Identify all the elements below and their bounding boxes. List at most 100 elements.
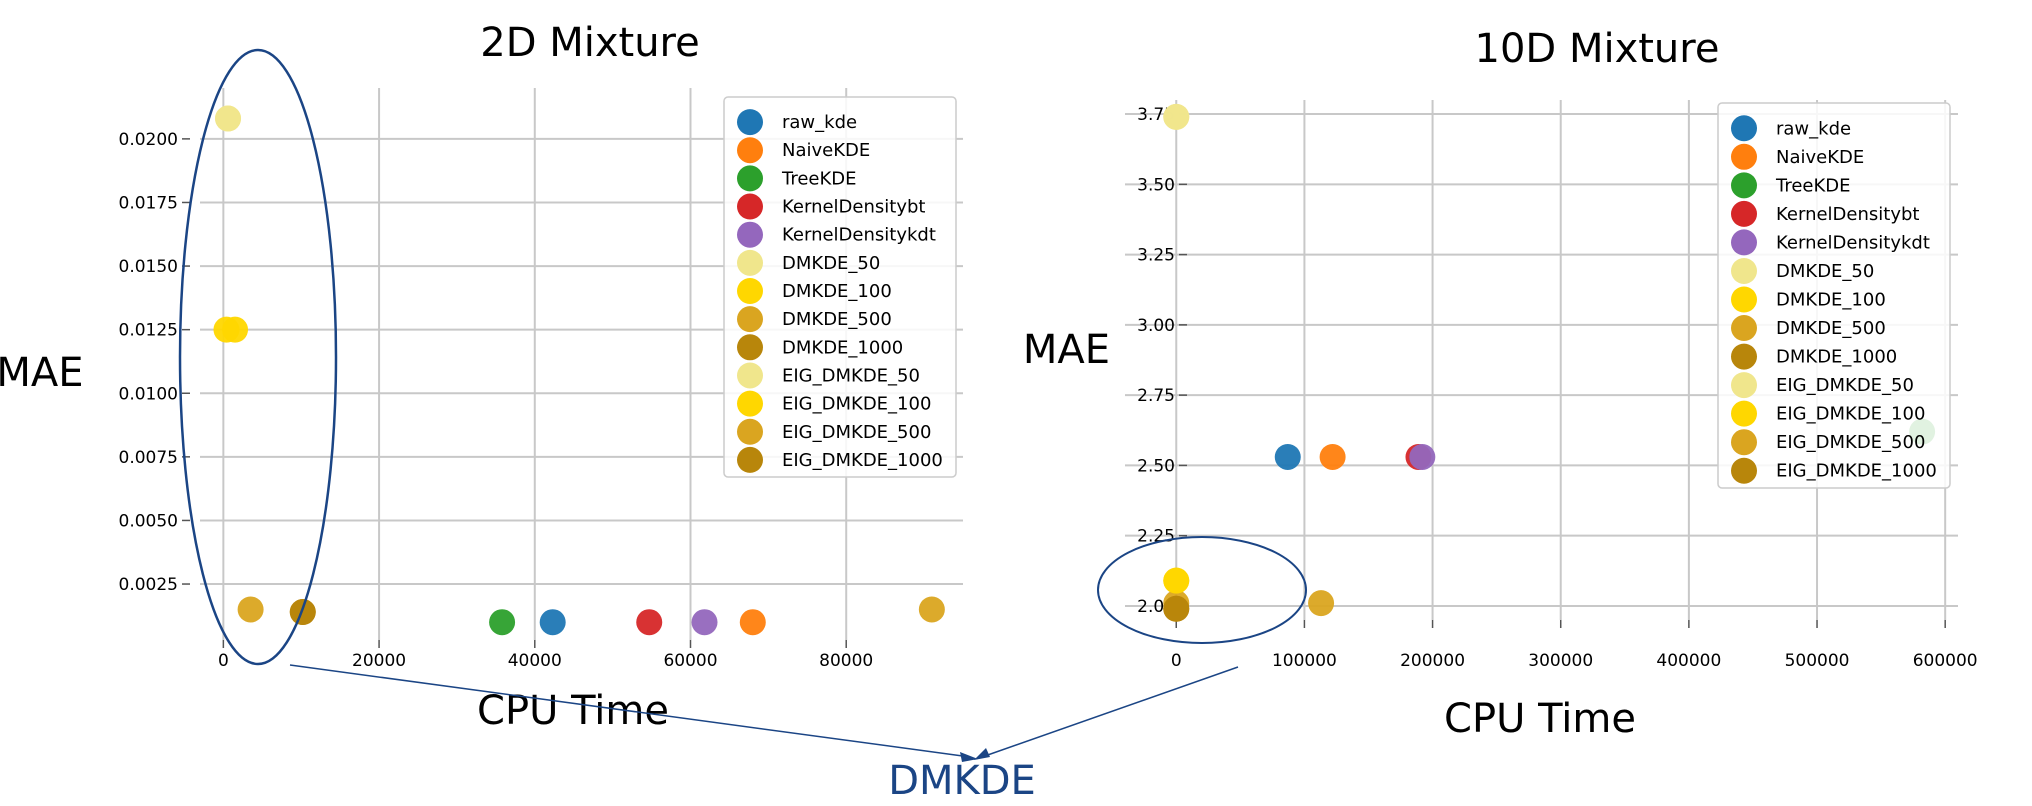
y-tick-label: 2.25 — [1137, 527, 1175, 547]
arrowhead-right — [974, 748, 990, 760]
legend-marker — [1731, 457, 1757, 484]
point-eig-dmkde-100 — [222, 316, 249, 343]
y-axis-label: MAE — [1023, 327, 1110, 373]
x-tick-label: 40000 — [508, 651, 562, 671]
legend-label: EIG_DMKDE_1000 — [1776, 461, 1937, 482]
point-raw-kde — [1274, 443, 1301, 470]
legend-marker — [737, 221, 763, 248]
x-tick-label: 20000 — [352, 651, 406, 671]
point-kerneldensitybt — [636, 609, 663, 636]
point-treekde — [489, 609, 516, 636]
y-axis-label: MAE — [0, 350, 84, 396]
arrow-line-left — [289, 664, 971, 758]
point-eig-dmkde-100 — [1163, 567, 1190, 594]
point-kerneldensitykdt — [691, 609, 718, 636]
y-tick-label: 0.0200 — [119, 130, 178, 150]
legend-label: DMKDE_1000 — [782, 337, 903, 358]
highlight-ellipse-2d — [178, 48, 338, 666]
legend-label: TreeKDE — [1775, 175, 1851, 196]
legend-label: KernelDensitykdt — [782, 225, 936, 246]
legend: raw_kde NaiveKDE TreeKDE KernelDensitybt Ker… — [1717, 102, 1951, 489]
legend-label: DMKDE_500 — [782, 309, 892, 330]
legend-label: DMKDE_1000 — [1776, 347, 1897, 368]
legend-label: NaiveKDE — [1776, 147, 1864, 168]
chart-10d-mixture: 0 100000 200000 300000 400000 500000 6000002.0… — [1023, 26, 1978, 742]
legend-label: EIG_DMKDE_100 — [782, 394, 931, 415]
x-tick-label: 0 — [1171, 651, 1182, 671]
point-raw-kde — [539, 609, 566, 636]
annotation-label: DMKDE — [888, 758, 1036, 802]
legend-marker — [737, 193, 763, 220]
legend-label: DMKDE_50 — [782, 253, 880, 274]
x-axis-label: CPU Time — [477, 688, 669, 734]
legend-marker — [1731, 429, 1757, 456]
y-tick-label: 3.25 — [1137, 246, 1175, 266]
legend-label: EIG_DMKDE_500 — [782, 422, 931, 443]
x-tick-label: 500000 — [1785, 651, 1850, 671]
legend-marker — [737, 109, 763, 136]
point-dmkde-500 — [237, 596, 264, 623]
chart-title: 10D Mixture — [1475, 26, 1720, 72]
legend-label: KernelDensitykdt — [1776, 232, 1930, 253]
point-eig-dmkde-500 — [918, 596, 945, 623]
point-eig-dmkde-50 — [1163, 103, 1190, 130]
x-tick-label: 200000 — [1400, 651, 1465, 671]
annotation-layer: DMKDE — [178, 48, 1307, 804]
legend-label: EIG_DMKDE_1000 — [782, 450, 943, 471]
legend-marker — [737, 418, 763, 445]
legend-frame — [1717, 102, 1951, 489]
y-tick-label: 0.0075 — [119, 448, 178, 468]
point-kerneldensitykdt — [1409, 443, 1436, 470]
legend-marker — [737, 278, 763, 304]
legend-marker — [1731, 229, 1757, 256]
legend-label: EIG_DMKDE_500 — [1776, 432, 1925, 453]
chart-title: 2D Mixture — [480, 20, 699, 66]
x-tick-label: 400000 — [1656, 651, 1721, 671]
x-tick-label: 0 — [218, 651, 229, 671]
legend-label: EIG_DMKDE_100 — [1776, 404, 1925, 425]
legend-marker — [1731, 257, 1757, 284]
y-tick-label: 0.0100 — [119, 384, 178, 404]
x-tick-label: 100000 — [1272, 651, 1337, 671]
legend-marker — [1731, 172, 1757, 199]
legend-label: raw_kde — [782, 112, 857, 133]
legend-marker — [737, 446, 763, 473]
point-eig-dmkde-50 — [215, 105, 242, 132]
legend-label: KernelDensitybt — [1776, 204, 1919, 225]
legend-frame — [723, 96, 957, 478]
point-eig-dmkde-1000 — [1163, 595, 1190, 622]
legend: raw_kde NaiveKDE TreeKDE KernelDensitybt Ker… — [723, 96, 957, 478]
y-tick-label: 0.0150 — [119, 257, 178, 277]
legend-label: TreeKDE — [781, 168, 857, 189]
legend-label: EIG_DMKDE_50 — [782, 365, 920, 386]
legend-label: DMKDE_100 — [1776, 290, 1886, 311]
x-tick-label: 600000 — [1913, 651, 1978, 671]
legend-label: EIG_DMKDE_50 — [1776, 375, 1914, 396]
y-tick-label: 2.75 — [1137, 386, 1175, 406]
legend-marker — [1731, 400, 1757, 427]
point-naivekde — [739, 609, 766, 636]
x-tick-label: 60000 — [663, 651, 717, 671]
y-tick-label: 0.0175 — [119, 193, 178, 213]
legend-label: DMKDE_50 — [1776, 261, 1874, 282]
legend-marker — [737, 165, 763, 192]
legend-label: DMKDE_100 — [782, 281, 892, 302]
legend-marker — [1731, 343, 1757, 370]
legend-marker — [737, 306, 763, 333]
point-naivekde — [1319, 443, 1346, 470]
y-tick-label: 0.0125 — [119, 321, 178, 341]
legend-marker — [737, 390, 763, 417]
legend-marker — [1731, 372, 1757, 399]
legend-marker — [1731, 286, 1757, 313]
legend-marker — [737, 249, 763, 276]
highlight-ellipse-10d — [1097, 536, 1307, 644]
y-tick-label: 3.00 — [1137, 316, 1175, 336]
chart-2d-mixture: 0 20000 40000 60000 80000 0.0025 0.0050 0.0075 0… — [0, 20, 963, 734]
legend-marker — [1731, 200, 1757, 227]
y-tick-label: 0.0025 — [119, 575, 178, 595]
legend-label: KernelDensitybt — [782, 197, 925, 218]
legend-marker — [1731, 143, 1757, 170]
x-tick-label: 300000 — [1528, 651, 1593, 671]
